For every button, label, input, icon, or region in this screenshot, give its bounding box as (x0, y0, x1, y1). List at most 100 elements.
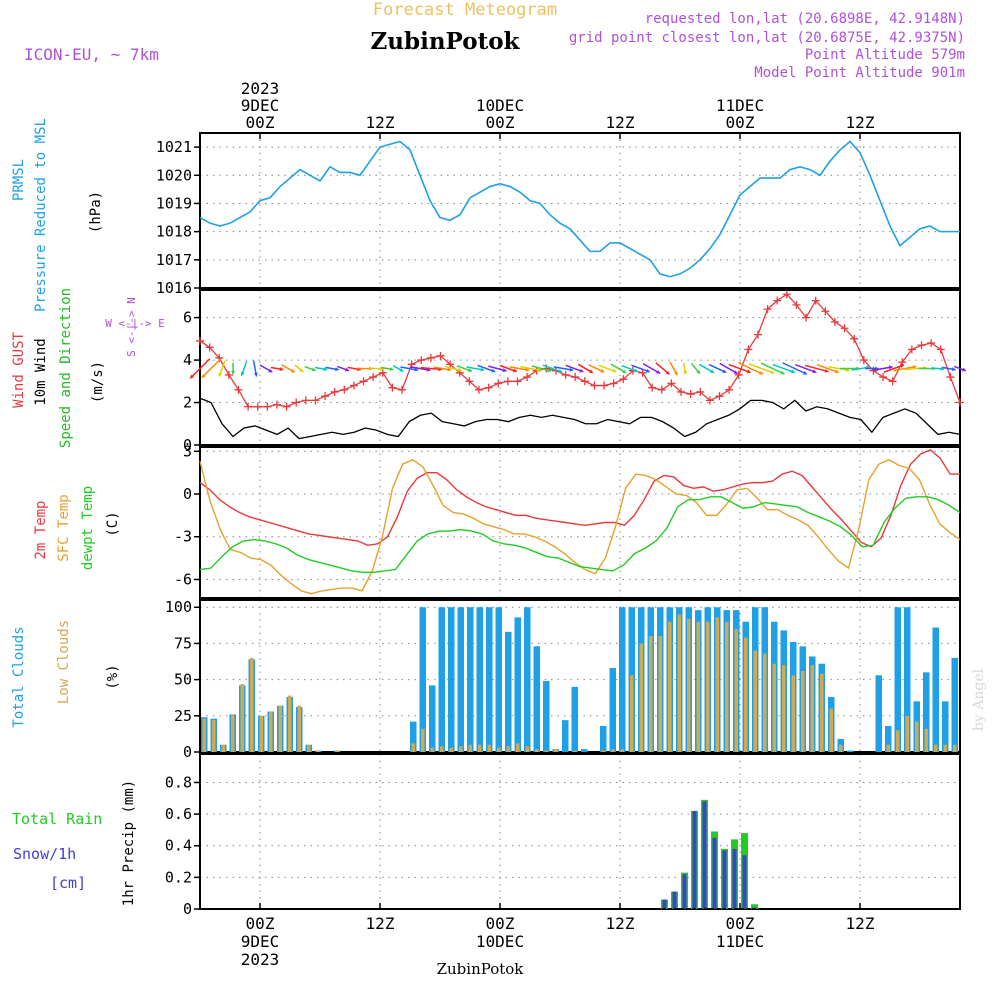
total-cloud-bar (600, 725, 607, 752)
bottom-axis-label: 00Z (726, 914, 755, 933)
wind-vector-head (569, 367, 574, 372)
gust-marker (917, 341, 926, 350)
wind-vector-head (399, 367, 404, 372)
low-cloud-bar (250, 657, 254, 752)
low-cloud-bar (307, 744, 311, 752)
total-cloud-bar (410, 721, 417, 752)
gust-marker (946, 373, 955, 382)
wind-vector-head (190, 374, 195, 379)
wind-vector (748, 363, 775, 374)
wind-vector-head (812, 369, 817, 374)
wind-vector-head (824, 368, 829, 373)
wind-vector-head (290, 368, 295, 373)
low-cloud-bar (953, 744, 957, 752)
wind-vector-head (645, 368, 650, 373)
gust-marker (888, 377, 897, 386)
gust-marker (657, 385, 666, 394)
top-axis-label: 12Z (846, 113, 875, 132)
wind-vector-head (345, 367, 350, 372)
low-cloud-bar (316, 750, 320, 752)
wind-vector-head (612, 368, 617, 373)
top-axis-label: 12Z (606, 113, 635, 132)
gust-marker (253, 402, 262, 411)
gust-label: Wind GUST (11, 332, 27, 408)
ytick-label: -6 (174, 570, 192, 588)
gust-marker (609, 379, 618, 388)
wind-vector-head (536, 367, 541, 372)
total-cloud-bar (951, 657, 958, 752)
wind-vector-head (335, 367, 339, 372)
wind-vector-head (547, 368, 551, 373)
low-cloud-bar (202, 718, 206, 752)
low-cloud-bar (525, 746, 529, 752)
ytick-label: 1018 (156, 223, 192, 241)
wind-vector-head (673, 371, 678, 376)
gust-marker (648, 383, 657, 392)
bottom-axis-label: 10DEC (476, 932, 524, 951)
snow-bar (742, 855, 747, 909)
gust-marker (725, 385, 734, 394)
total-cloud-bar (533, 646, 540, 752)
total-cloud-bar (942, 701, 949, 752)
total-cloud-bar (543, 681, 550, 752)
snow-bar (702, 801, 707, 909)
wind-vector-head (268, 368, 273, 373)
gust-marker (523, 373, 532, 382)
footer-location: ZubinPotok (437, 960, 525, 978)
wind-vector-head (722, 369, 727, 373)
wind-vector (738, 362, 764, 375)
wind-vector-head (279, 367, 284, 372)
gust-marker (244, 402, 253, 411)
ytick-label: 0 (183, 436, 192, 454)
wind-vector-head (696, 369, 700, 374)
gust-marker (561, 370, 570, 379)
gust-marker (879, 373, 888, 382)
ytick-label: 6 (183, 309, 192, 327)
wind-vector-head (940, 366, 945, 371)
bottom-axis-label: 00Z (486, 914, 515, 933)
total-cloud-bar (562, 720, 569, 752)
gust-marker (494, 379, 503, 388)
wind-vector-head (218, 372, 223, 377)
snow-bar (682, 874, 687, 909)
low-cloud-bar (573, 750, 577, 752)
gust-marker (907, 345, 916, 354)
total-cloud-bar (505, 631, 512, 752)
low-cloud-bar (630, 675, 634, 752)
wind-vector-head (733, 370, 738, 374)
panel-frame (199, 753, 961, 910)
wind-vector-head (780, 370, 785, 375)
panel-frame (199, 132, 961, 289)
low-cloud-bar (791, 675, 795, 752)
snow-bar (712, 837, 717, 909)
wind-vector-head (746, 369, 751, 374)
ytick-label: 0 (183, 485, 192, 503)
wind-vector-head (790, 369, 795, 374)
low-clouds-label: Low Clouds (56, 620, 72, 704)
gust-marker (677, 387, 686, 396)
gust-marker (359, 377, 368, 386)
gust-marker (744, 345, 753, 354)
snow-bar (722, 850, 727, 909)
low-cloud-bar (259, 715, 263, 752)
requested-coords: requested lon,lat (20.6898E, 42.9148N) (645, 11, 965, 27)
gust-marker (936, 345, 945, 354)
total-cloud-bar (524, 607, 531, 752)
wind-vector-head (558, 368, 563, 373)
gust-marker (263, 402, 272, 411)
snow-bar (732, 848, 737, 909)
ytick-label: 2 (183, 394, 192, 412)
gust-marker (792, 300, 801, 309)
gust-marker (369, 373, 378, 382)
low-cloud-bar (725, 621, 729, 752)
total-cloud-bar (448, 607, 455, 752)
closest-coords: grid point closest lon,lat (20.6875E, 42… (569, 30, 965, 46)
low-cloud-bar (696, 621, 700, 752)
low-cloud-bar (278, 705, 282, 752)
wind-vector-head (323, 367, 328, 372)
wind-vector (893, 365, 917, 372)
gust-marker (580, 377, 589, 386)
low-cloud-bar (639, 643, 643, 752)
low-cloud-bar (288, 695, 292, 752)
top-axis-label: 9DEC (241, 96, 280, 115)
